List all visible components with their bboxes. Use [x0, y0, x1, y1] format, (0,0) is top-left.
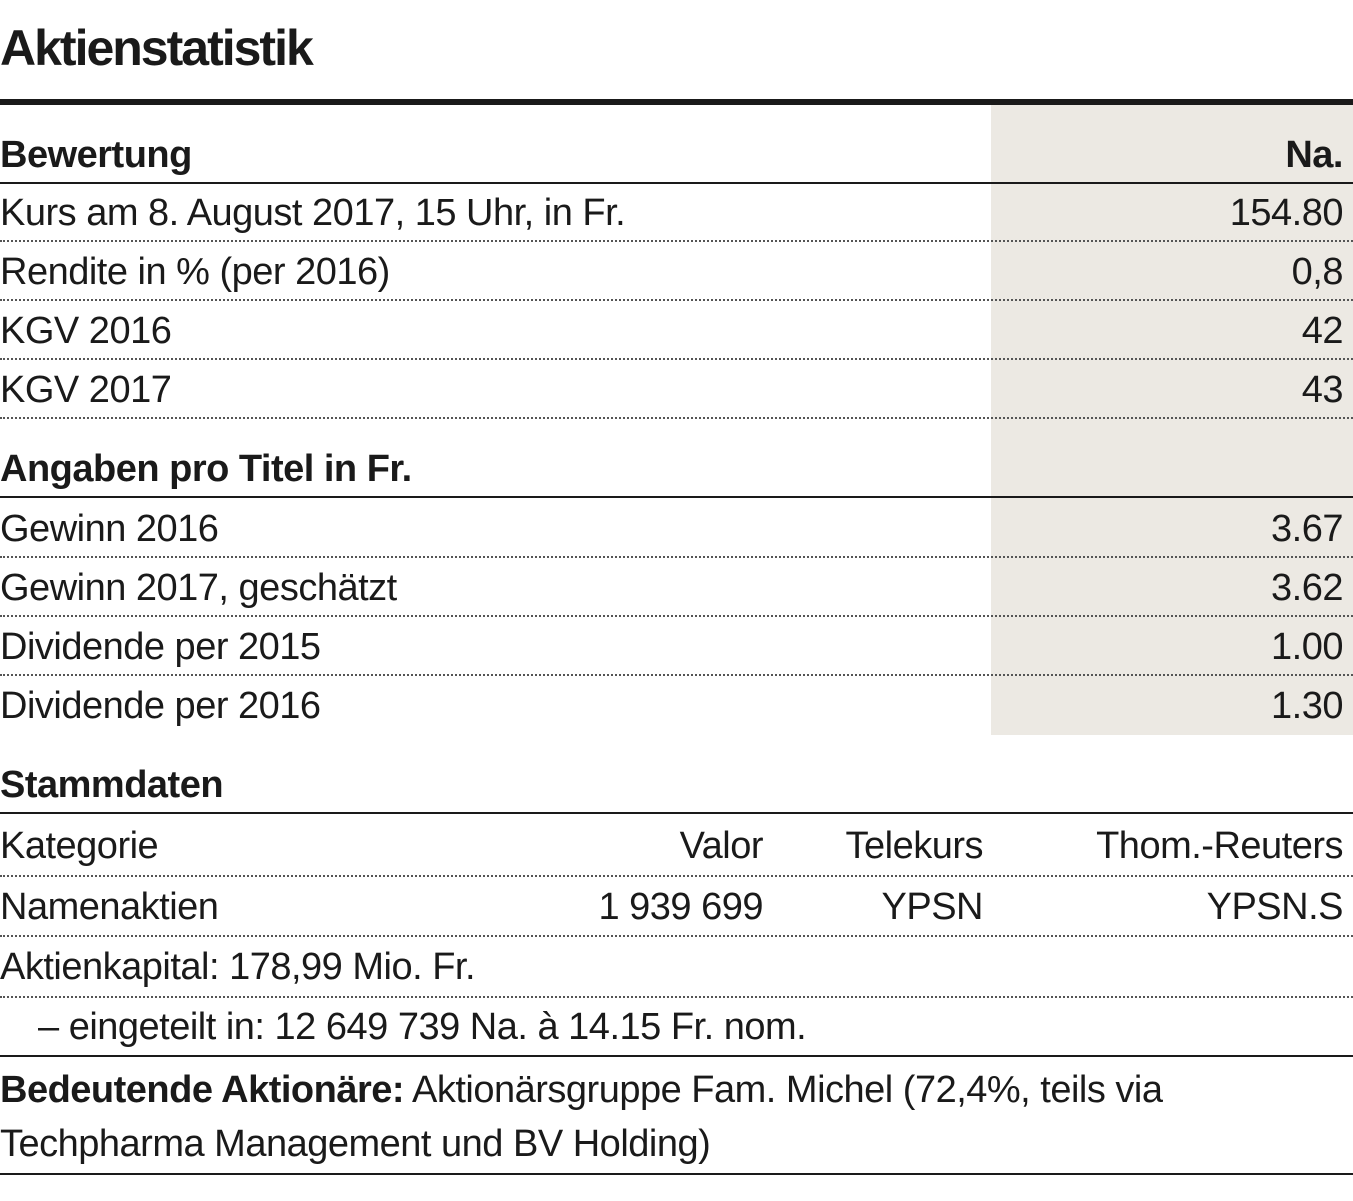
row-label: Gewinn 2017, geschätzt: [0, 567, 397, 609]
table-row: Gewinn 2017, geschätzt 3.62: [0, 559, 1353, 617]
value-column-shade-top: [991, 105, 1353, 498]
angaben-header: Angaben pro Titel in Fr.: [0, 440, 1353, 498]
stammdaten-column-headers: Kategorie Valor Telekurs Thom.-Reuters: [0, 816, 1353, 877]
row-value: 43: [1301, 369, 1344, 411]
aktienkapital-row: Aktienkapital: 178,99 Mio. Fr.: [0, 937, 1353, 998]
table-row: KGV 2017 43: [0, 361, 1353, 419]
aktionaere-label: Bedeutende Aktionäre:: [0, 1069, 405, 1111]
page-title: Aktienstatistik: [0, 20, 314, 76]
col-header-valor: Valor: [679, 825, 764, 867]
row-label: Dividende per 2015: [0, 626, 321, 668]
col-header-kategorie: Kategorie: [0, 825, 159, 867]
row-value: 1.30: [1271, 685, 1343, 727]
bewertung-heading: Bewertung: [0, 134, 192, 176]
row-label: Kurs am 8. August 2017, 15 Uhr, in Fr.: [0, 192, 626, 234]
cell-telekurs: YPSN: [881, 886, 984, 928]
bottom-rule: [0, 1173, 1353, 1175]
aktionaere-paragraph: Bedeutende Aktionäre: Aktionärsgruppe Fa…: [0, 1063, 1340, 1171]
row-label: Rendite in % (per 2016): [0, 251, 390, 293]
col-header-telekurs: Telekurs: [845, 825, 984, 867]
cell-valor: 1 939 699: [598, 886, 763, 928]
table-row: Dividende per 2016 1.30: [0, 677, 1353, 735]
table-row: Gewinn 2016 3.67: [0, 500, 1353, 558]
table-row: Kurs am 8. August 2017, 15 Uhr, in Fr. 1…: [0, 184, 1353, 242]
row-value: 1.00: [1271, 626, 1343, 668]
angaben-heading: Angaben pro Titel in Fr.: [0, 448, 412, 490]
table-row: Namenaktien 1 939 699 YPSN YPSN.S: [0, 877, 1353, 937]
row-value: 3.62: [1271, 567, 1343, 609]
stammdaten-heading: Stammdaten: [0, 764, 224, 806]
col-header-thom-reuters: Thom.-Reuters: [1096, 825, 1343, 867]
table-row: KGV 2016 42: [0, 302, 1353, 360]
row-value: 42: [1301, 310, 1344, 352]
aktienkapital-text: Aktienkapital: 178,99 Mio. Fr.: [0, 946, 476, 988]
row-value: 0,8: [1291, 251, 1344, 293]
table-row: Rendite in % (per 2016) 0,8: [0, 243, 1353, 301]
row-label: KGV 2016: [0, 310, 172, 352]
row-label: KGV 2017: [0, 369, 172, 411]
title-rule: [0, 99, 1353, 105]
row-label: Gewinn 2016: [0, 508, 219, 550]
table-row: Dividende per 2015 1.00: [0, 618, 1353, 676]
bewertung-header: Bewertung Na.: [0, 126, 1353, 184]
row-label: Dividende per 2016: [0, 685, 321, 727]
row-value: 3.67: [1271, 508, 1343, 550]
eingeteilt-text: – eingeteilt in: 12 649 739 Na. à 14.15 …: [38, 1006, 807, 1048]
cell-kategorie: Namenaktien: [0, 886, 219, 928]
column-header-na: Na.: [1285, 134, 1343, 176]
cell-thom-reuters: YPSN.S: [1206, 886, 1344, 928]
aktionaere-text: Aktionärsgruppe Fam. Michel (72,4%, teil…: [0, 1069, 1163, 1165]
eingeteilt-row: – eingeteilt in: 12 649 739 Na. à 14.15 …: [0, 998, 1353, 1057]
row-value: 154.80: [1229, 192, 1344, 234]
stammdaten-header: Stammdaten: [0, 756, 1353, 814]
